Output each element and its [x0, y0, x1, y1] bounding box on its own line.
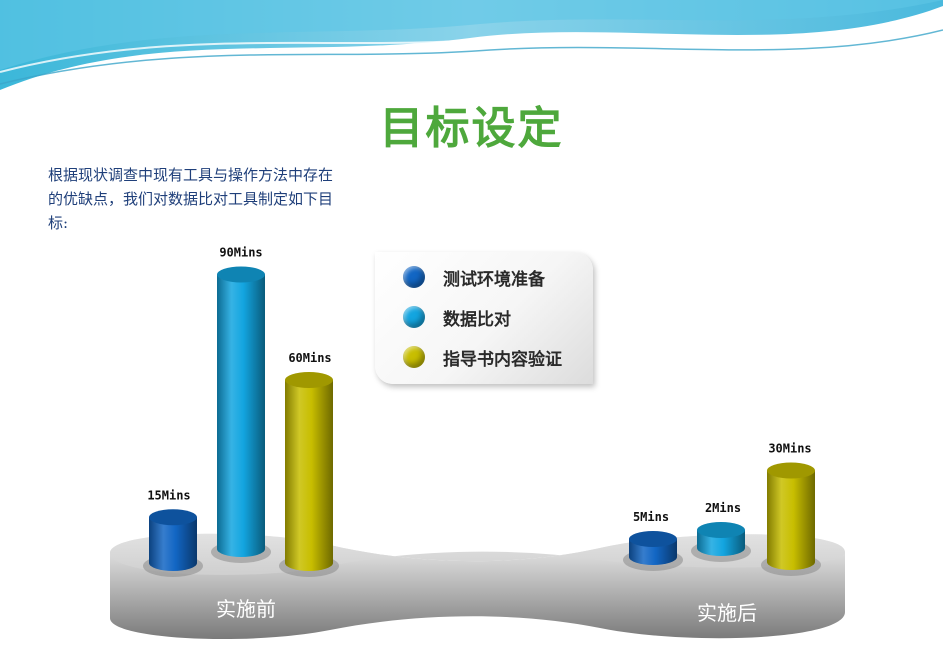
bar-value-label: 60Mins — [288, 351, 331, 365]
bar-before-1 — [211, 267, 271, 564]
bar-top — [149, 509, 197, 525]
bar-value-label: 90Mins — [219, 246, 262, 260]
bar-value-label: 30Mins — [768, 442, 811, 456]
legend-label: 测试环境准备 — [443, 265, 545, 290]
bar-body — [149, 517, 197, 571]
bar-value-label: 15Mins — [147, 488, 190, 502]
bar-before-0 — [143, 509, 203, 577]
page-title: 目标设定 — [0, 92, 943, 156]
legend-swatch-icon — [403, 266, 425, 288]
legend-label: 数据比对 — [443, 305, 511, 330]
chart-legend: 测试环境准备 数据比对 指导书内容验证 — [375, 252, 593, 384]
bar-top — [697, 522, 745, 538]
category-label: 实施后 — [697, 601, 757, 625]
bar-top — [629, 531, 677, 547]
bar-before-2 — [279, 372, 339, 577]
bar-after-1 — [691, 522, 751, 562]
legend-item-data-compare: 数据比对 — [403, 304, 511, 330]
bar-body — [767, 471, 815, 571]
bar-after-0 — [623, 531, 683, 571]
legend-label: 指导书内容验证 — [443, 345, 562, 370]
bar-top — [767, 463, 815, 479]
legend-item-test-env: 测试环境准备 — [403, 264, 545, 290]
intro-text: 根据现状调查中现有工具与操作方法中存在的优缺点，我们对数据比对工具制定如下目标: — [48, 163, 338, 235]
bar-top — [285, 372, 333, 388]
bar-value-label: 2Mins — [705, 501, 741, 515]
bar-value-label: 5Mins — [633, 510, 669, 524]
legend-item-guide-verify: 指导书内容验证 — [403, 344, 562, 370]
legend-swatch-icon — [403, 306, 425, 328]
bar-after-2 — [761, 463, 821, 577]
bar-body — [217, 275, 265, 558]
bar-top — [217, 267, 265, 283]
category-label: 实施前 — [216, 597, 276, 621]
legend-swatch-icon — [403, 346, 425, 368]
bar-body — [285, 380, 333, 571]
